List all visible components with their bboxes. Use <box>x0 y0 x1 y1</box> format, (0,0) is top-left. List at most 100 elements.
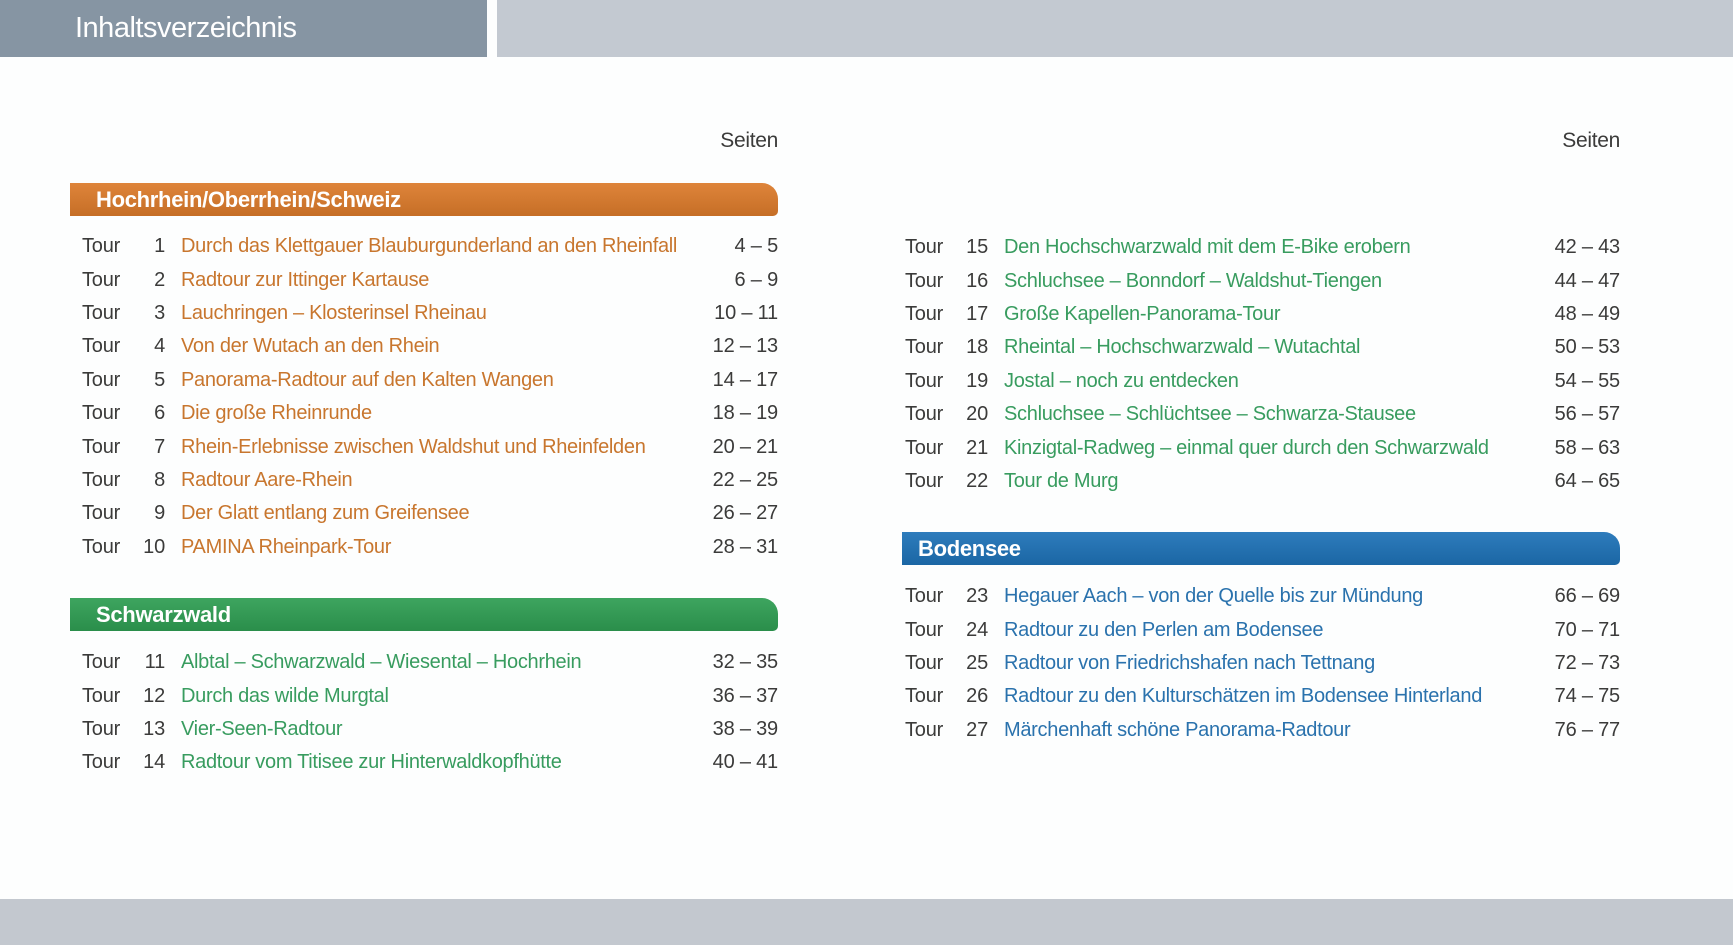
tour-label: Tour <box>905 369 944 392</box>
tour-number: 26 <box>966 685 988 708</box>
tour-number: 4 <box>154 335 165 358</box>
tour-label: Tour <box>905 269 944 292</box>
tour-row: Tour 18 Rheintal – Hochschwarzwald – Wut… <box>905 331 1620 364</box>
tour-label: Tour <box>82 651 121 674</box>
tour-number: 13 <box>143 717 165 740</box>
header-band-light <box>497 0 1733 57</box>
tour-pages: 38 – 39 <box>712 717 779 740</box>
tour-label: Tour <box>82 301 121 324</box>
tour-label: Tour <box>905 236 944 259</box>
tour-pages: 50 – 53 <box>1554 336 1621 359</box>
tour-number: 19 <box>966 369 988 392</box>
tour-row: Tour 6 Die große Rheinrunde 18 – 19 <box>82 397 778 430</box>
tour-pages: 40 – 41 <box>712 751 779 774</box>
tour-label: Tour <box>82 335 121 358</box>
tour-number: 17 <box>966 302 988 325</box>
tour-row: Tour 7 Rhein-Erlebnisse zwischen Waldshu… <box>82 430 778 463</box>
tour-pages: 64 – 65 <box>1554 469 1621 492</box>
tour-pages: 48 – 49 <box>1554 302 1621 325</box>
tour-label: Tour <box>82 268 121 291</box>
tour-number: 18 <box>966 336 988 359</box>
tour-number: 8 <box>154 468 165 491</box>
tour-number: 1 <box>154 235 165 258</box>
tour-row: Tour 5 Panorama-Radtour auf den Kalten W… <box>82 364 778 397</box>
tour-title: Vier-Seen-Radtour <box>181 717 343 740</box>
tour-label: Tour <box>82 751 121 774</box>
tour-label: Tour <box>82 402 121 425</box>
tour-title: Tour de Murg <box>1004 469 1119 492</box>
tour-pages: 42 – 43 <box>1554 236 1621 259</box>
tour-row: Tour 16 Schluchsee – Bonndorf – Waldshut… <box>905 264 1620 297</box>
tour-title: Schluchsee – Schlüchtsee – Schwarza-Stau… <box>1004 403 1416 426</box>
tour-title: Schluchsee – Bonndorf – Waldshut-Tiengen <box>1004 269 1382 292</box>
seiten-label-left: Seiten <box>720 129 778 152</box>
tour-title: Radtour zu den Perlen am Bodensee <box>1004 618 1324 641</box>
tour-number: 10 <box>143 535 165 558</box>
tour-number: 25 <box>966 651 988 674</box>
tour-label: Tour <box>82 435 121 458</box>
tour-title: Jostal – noch zu entdecken <box>1004 369 1239 392</box>
tour-label: Tour <box>82 368 121 391</box>
tour-title: Lauchringen – Klosterinsel Rheinau <box>181 301 487 324</box>
tour-row: Tour 4 Von der Wutach an den Rhein 12 – … <box>82 330 778 363</box>
tour-number: 3 <box>154 301 165 324</box>
tour-row: Tour 3 Lauchringen – Klosterinsel Rheina… <box>82 297 778 330</box>
tour-label: Tour <box>905 403 944 426</box>
tour-list-hochrhein: Tour 1 Durch das Klettgauer Blauburgunde… <box>82 230 778 564</box>
section-bar-bodensee: Bodensee <box>902 532 1620 565</box>
tour-pages: 4 – 5 <box>734 235 779 258</box>
tour-row: Tour 23 Hegauer Aach – von der Quelle bi… <box>905 580 1620 613</box>
tour-title: Panorama-Radtour auf den Kalten Wangen <box>181 368 554 391</box>
tour-pages: 10 – 11 <box>714 301 778 324</box>
section-bar-hochrhein-oberrhein-schweiz: Hochrhein/Oberrhein/Schweiz <box>70 183 778 216</box>
tour-number: 16 <box>966 269 988 292</box>
tour-pages: 28 – 31 <box>712 535 779 558</box>
tour-title: Der Glatt entlang zum Greifensee <box>181 502 470 525</box>
tour-label: Tour <box>905 718 944 741</box>
tour-row: Tour 10 PAMINA Rheinpark-Tour 28 – 31 <box>82 531 778 564</box>
tour-row: Tour 27 Märchenhaft schöne Panorama-Radt… <box>905 714 1620 747</box>
tour-number: 6 <box>154 402 165 425</box>
tour-row: Tour 13 Vier-Seen-Radtour 38 – 39 <box>82 713 778 746</box>
tour-title: Große Kapellen-Panorama-Tour <box>1004 302 1281 325</box>
tour-label: Tour <box>905 302 944 325</box>
tour-row: Tour 26 Radtour zu den Kulturschätzen im… <box>905 680 1620 713</box>
tour-pages: 18 – 19 <box>712 402 779 425</box>
tour-title: Durch das wilde Murgtal <box>181 684 389 707</box>
tour-pages: 44 – 47 <box>1554 269 1621 292</box>
tour-title: Radtour von Friedrichshafen nach Tettnan… <box>1004 651 1375 674</box>
tour-row: Tour 24 Radtour zu den Perlen am Bodense… <box>905 613 1620 646</box>
tour-label: Tour <box>905 651 944 674</box>
tour-label: Tour <box>82 468 121 491</box>
tour-pages: 36 – 37 <box>712 684 779 707</box>
tour-label: Tour <box>82 684 121 707</box>
tour-title: Von der Wutach an den Rhein <box>181 335 440 358</box>
page-title: Inhaltsverzeichnis <box>75 12 297 44</box>
tour-pages: 72 – 73 <box>1554 651 1621 674</box>
tour-row: Tour 12 Durch das wilde Murgtal 36 – 37 <box>82 679 778 712</box>
tour-label: Tour <box>82 717 121 740</box>
tour-title: Kinzigtal-Radweg – einmal quer durch den… <box>1004 436 1489 459</box>
tour-label: Tour <box>82 535 121 558</box>
tour-number: 27 <box>966 718 988 741</box>
tour-pages: 56 – 57 <box>1554 403 1621 426</box>
tour-pages: 74 – 75 <box>1554 685 1621 708</box>
section-title: Bodensee <box>918 536 1021 561</box>
tour-number: 12 <box>143 684 165 707</box>
tour-row: Tour 1 Durch das Klettgauer Blauburgunde… <box>82 230 778 263</box>
tour-label: Tour <box>82 235 121 258</box>
tour-number: 5 <box>154 368 165 391</box>
tour-row: Tour 11 Albtal – Schwarzwald – Wiesental… <box>82 646 778 679</box>
tour-number: 11 <box>144 651 166 674</box>
seiten-label-right: Seiten <box>1562 129 1620 152</box>
tour-title: Märchenhaft schöne Panorama-Radtour <box>1004 718 1351 741</box>
tour-title: Radtour Aare-Rhein <box>181 468 353 491</box>
tour-list-schwarzwald: Tour 11 Albtal – Schwarzwald – Wiesental… <box>82 646 778 780</box>
tour-title: Albtal – Schwarzwald – Wiesental – Hochr… <box>181 651 582 674</box>
section-title: Hochrhein/Oberrhein/Schweiz <box>96 187 401 212</box>
tour-label: Tour <box>82 502 121 525</box>
tour-list-bodensee: Tour 23 Hegauer Aach – von der Quelle bi… <box>905 580 1620 747</box>
tour-title: Rhein-Erlebnisse zwischen Waldshut und R… <box>181 435 646 458</box>
tour-row: Tour 8 Radtour Aare-Rhein 22 – 25 <box>82 464 778 497</box>
